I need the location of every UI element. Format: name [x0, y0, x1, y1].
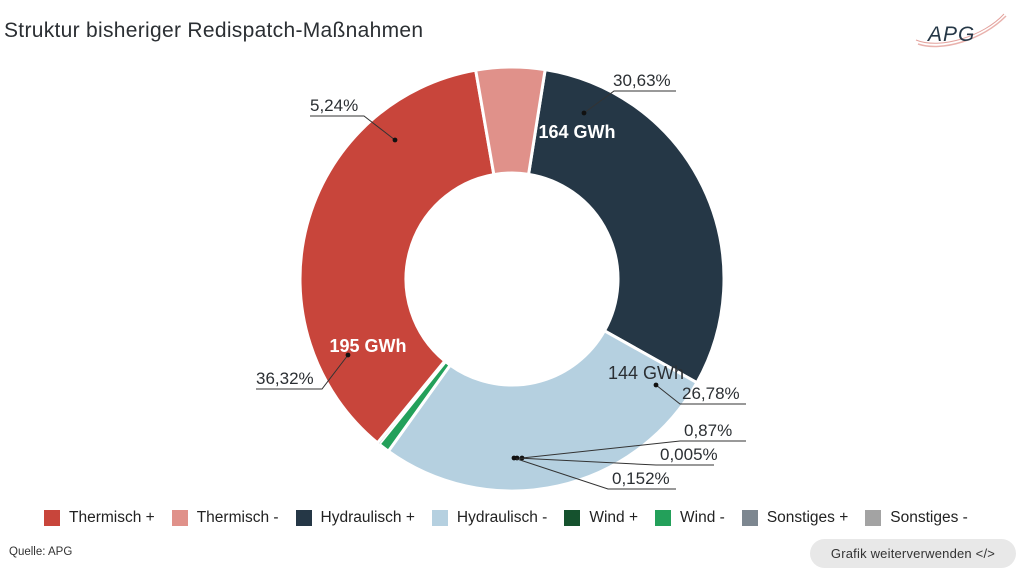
legend-label: Sonstiges -: [890, 509, 968, 526]
data-label-sonstiges-plus: 0,005%: [660, 445, 718, 464]
legend-label: Thermisch +: [69, 509, 155, 526]
legend-item-hydraulisch-plus[interactable]: Hydraulisch +: [295, 509, 415, 527]
inner-label-hydraulisch-plus: 164 GWh: [538, 122, 615, 142]
source-note: Quelle: APG: [9, 546, 73, 558]
data-label-thermisch-minus: 5,24%: [310, 96, 358, 115]
legend-item-hydraulisch-minus[interactable]: Hydraulisch -: [431, 509, 548, 527]
legend-swatch: [655, 510, 672, 526]
legend-label: Thermisch -: [196, 509, 279, 526]
data-label-wind-minus: 0,87%: [684, 421, 732, 440]
leader-line-hydraulisch-minus: [655, 384, 746, 405]
slice-thermisch-minus: [473, 65, 547, 177]
apg-logo-graphic: APG: [915, 13, 1007, 48]
slice-hydraulisch-minus: [386, 328, 699, 493]
apg-logo-text: APG: [926, 23, 975, 46]
legend-item-wind-minus[interactable]: Wind -: [655, 509, 725, 527]
legend-swatch: [295, 510, 312, 526]
slice-thermisch-plus: [298, 68, 496, 445]
data-label-hydraulisch-minus: 26,78%: [682, 384, 740, 403]
leader-dot-thermisch-plus: [345, 352, 351, 358]
legend-label: Wind +: [589, 509, 639, 526]
leader-line-thermisch-minus: [310, 115, 396, 141]
legend-item-sonstiges-plus[interactable]: Sonstiges +: [741, 509, 849, 527]
legend-swatch: [431, 510, 448, 526]
leader-line-sonstiges-plus: [516, 457, 714, 466]
legend-swatch: [44, 510, 60, 526]
slice-hydraulisch-plus: [526, 67, 726, 385]
leader-dot-hydraulisch-minus: [653, 382, 659, 388]
leader-line-sonstiges-minus: [513, 457, 676, 490]
leader-dot-hydraulisch-plus: [581, 110, 587, 116]
legend-swatch: [564, 510, 581, 526]
data-label-thermisch-plus: 36,32%: [256, 369, 314, 388]
legend-label: Hydraulisch +: [320, 509, 415, 526]
legend-swatch: [865, 510, 882, 526]
inner-label-hydraulisch-minus: 144 GWh: [608, 363, 684, 383]
inner-label-thermisch-plus: 195 GWh: [329, 336, 406, 356]
chart-title: Struktur bisheriger Redispatch-Maßnahmen: [4, 19, 424, 42]
legend-item-thermisch-minus[interactable]: Thermisch -: [171, 509, 279, 527]
legend-label: Sonstiges +: [766, 509, 849, 526]
apg-logo: APG: [912, 10, 1012, 54]
legend-swatch: [171, 510, 188, 526]
legend-item-sonstiges-minus[interactable]: Sonstiges -: [865, 509, 968, 527]
leader-line-thermisch-plus: [256, 354, 349, 390]
legend-item-thermisch-plus[interactable]: Thermisch +: [44, 509, 155, 527]
legend-label: Hydraulisch -: [456, 509, 548, 526]
reuse-graphic-button[interactable]: Grafik weiterverwenden </>: [810, 539, 1016, 568]
legend-item-wind-plus[interactable]: Wind +: [564, 509, 638, 527]
leader-dot-thermisch-minus: [392, 137, 398, 143]
legend-swatch: [741, 510, 758, 526]
chart-legend: Thermisch + Thermisch - Hydraulisch + Hydra…: [44, 509, 985, 527]
leader-line-hydraulisch-plus: [583, 90, 676, 114]
leader-line-wind-minus: [521, 440, 746, 459]
legend-label: Wind -: [680, 509, 725, 526]
data-label-sonstiges-minus: 0,152%: [612, 469, 670, 488]
data-label-hydraulisch-plus: 30,63%: [613, 71, 671, 90]
leader-dot-sonstiges-minus: [511, 455, 517, 461]
